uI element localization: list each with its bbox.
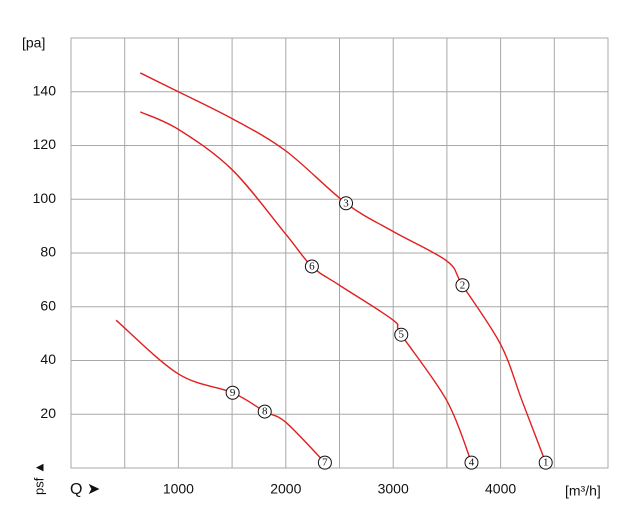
y-tick-label: 20 xyxy=(40,405,56,421)
y-tick-label: 140 xyxy=(33,82,57,98)
x-tick-label: 4000 xyxy=(485,481,516,497)
x-tick-label: 3000 xyxy=(378,481,409,497)
y-tick-label: 80 xyxy=(40,244,56,260)
curve xyxy=(139,111,473,463)
point: 3 xyxy=(339,196,354,211)
point-label: 7 xyxy=(322,457,328,469)
curves xyxy=(115,72,547,464)
point-label: 5 xyxy=(399,329,405,341)
point-label: 3 xyxy=(343,197,349,209)
curve xyxy=(139,72,547,463)
point-marker xyxy=(225,385,240,400)
point-marker xyxy=(464,455,479,470)
point: 8 xyxy=(257,404,272,419)
point-label: 6 xyxy=(309,260,315,272)
point-marker xyxy=(317,455,332,470)
y-axis-symbol: psf ▲ xyxy=(31,461,46,495)
point-marker xyxy=(304,259,319,274)
point-marker xyxy=(455,278,470,293)
point: 9 xyxy=(225,385,240,400)
x-tick-label: 2000 xyxy=(270,481,301,497)
x-axis-symbol: Q ➤ xyxy=(70,481,100,498)
x-tick-label: 1000 xyxy=(163,481,194,497)
point-marker xyxy=(257,404,272,419)
point: 6 xyxy=(304,259,319,274)
point-marker xyxy=(339,196,354,211)
point: 4 xyxy=(464,455,479,470)
point-label: 1 xyxy=(543,457,549,469)
point: 7 xyxy=(317,455,332,470)
x-axis-unit: [m³/h] xyxy=(565,483,601,499)
y-tick-label: 60 xyxy=(40,297,56,313)
y-tick-label: 120 xyxy=(33,136,57,152)
point: 2 xyxy=(455,278,470,293)
point-label: 2 xyxy=(460,279,466,291)
operating-points: 1 2 3 4 5 6 7 8 9 xyxy=(225,196,553,470)
point-marker xyxy=(538,455,553,470)
grid: 20 40 60 80 100 120 140 1000 2000 3000 4000 xyxy=(33,37,609,497)
point-label: 9 xyxy=(230,387,236,399)
y-tick-label: 40 xyxy=(40,351,56,367)
point-label: 8 xyxy=(262,406,268,418)
point-label: 4 xyxy=(469,457,475,469)
point: 5 xyxy=(394,327,409,342)
point: 1 xyxy=(538,455,553,470)
y-axis-unit: [pa] xyxy=(22,35,45,51)
point-marker xyxy=(394,327,409,342)
curve xyxy=(115,319,326,464)
y-tick-label: 100 xyxy=(33,190,57,206)
